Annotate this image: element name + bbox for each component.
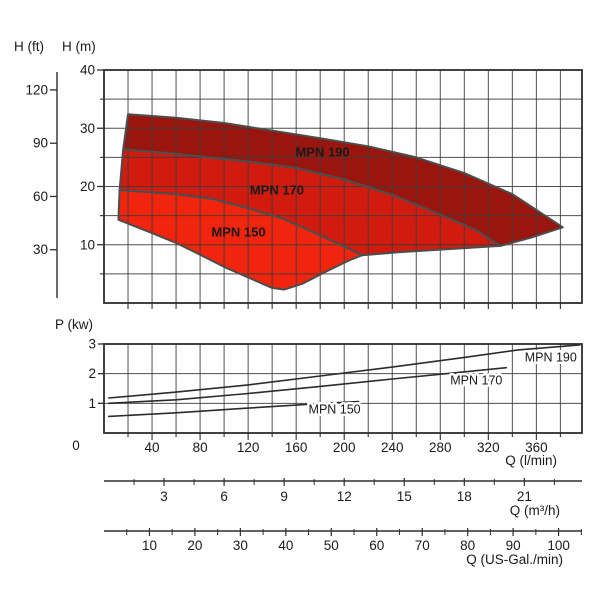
region-mpn-170 (119, 149, 501, 256)
head-chart-bottom-ticks (127, 303, 561, 309)
region-label-mpn-150: MPN 150 (211, 224, 265, 239)
head-chart-region-labels: MPN 190 MPN 170 MPN 150 (211, 145, 349, 240)
power-series: MPN 190 MPN 170 MPN 150 (108, 344, 581, 419)
flow-scale-tick-label: 20 (187, 538, 202, 553)
flow-lmin-tick-label: 160 (285, 440, 308, 455)
flow-scale-m3h: 3 6 9 12 15 18 21 (104, 478, 582, 504)
flow-scale-tick-label: 30 (233, 538, 248, 553)
head-m-tick-label: 20 (80, 179, 95, 194)
flow-lmin-tick-label: 40 (145, 440, 160, 455)
flow-scale-tick-label: 21 (517, 489, 532, 504)
head-m-tick-label: 40 (80, 63, 95, 78)
head-m-axis-title: H (m) (62, 39, 96, 54)
head-chart-region-outlines (117, 113, 564, 291)
flow-lmin-tick-label: 320 (477, 440, 500, 455)
power-axis-title: P (kw) (55, 317, 94, 332)
head-ft-tick-label: 90 (33, 136, 48, 151)
flow-scale-tick-label: 40 (278, 538, 293, 553)
flow-scale-tick-label: 9 (280, 489, 288, 504)
head-ft-tick-label: 120 (25, 82, 48, 97)
region-mpn-190 (123, 114, 563, 246)
flow-lmin-tick-label: 240 (381, 440, 404, 455)
head-chart-regions (118, 114, 563, 290)
flow-lmin-tick-label: 80 (193, 440, 208, 455)
power-tick-label: 2 (88, 366, 96, 381)
power-y-axis: 1 2 3 (88, 337, 104, 411)
flow-lmin-tick-label: 0 (72, 438, 80, 453)
head-ft-axis: 30 60 90 120 (25, 72, 58, 298)
head-m-tick-label: 10 (80, 237, 95, 252)
power-chart-grid (104, 344, 582, 433)
flow-scale-usgal: 10 20 30 40 50 60 70 80 90 100 (104, 528, 582, 553)
flow-scale-tick-label: 100 (547, 538, 570, 553)
flow-scale-tick-label: 18 (457, 489, 472, 504)
flow-usgal-axis-title: Q (US-Gal./min) (466, 552, 563, 567)
power-curve-mpn-170 (108, 366, 508, 405)
flow-scale-tick-label: 70 (415, 538, 430, 553)
flow-scale-tick-label: 50 (324, 538, 339, 553)
flow-lmin-axis: 0 40 80 120 160 200 240 280 320 360 (72, 433, 561, 455)
flow-scale-tick-label: 6 (220, 489, 228, 504)
power-curve-mpn-190 (108, 344, 581, 399)
flow-lmin-tick-label: 360 (525, 440, 548, 455)
region-label-mpn-190: MPN 190 (295, 145, 349, 160)
flow-m3h-axis-title: Q (m³/h) (509, 503, 560, 518)
flow-scale-tick-label: 90 (506, 538, 521, 553)
flow-lmin-tick-label: 200 (333, 440, 356, 455)
power-curve-mpn-150 (108, 400, 360, 418)
region-mpn-150 (118, 190, 363, 290)
power-curve-label-mpn-150: MPN 150 (309, 402, 361, 416)
flow-scale-tick-label: 15 (397, 489, 412, 504)
flow-lmin-axis-title: Q (l/min) (505, 453, 557, 468)
head-ft-tick-label: 60 (33, 189, 48, 204)
head-chart-grid (104, 70, 582, 303)
flow-scale-tick-label: 3 (160, 489, 168, 504)
flow-lmin-tick-label: 280 (429, 440, 452, 455)
flow-scale-tick-label: 80 (460, 538, 475, 553)
region-outline-mpn-150 (117, 189, 364, 291)
flow-scale-tick-label: 10 (142, 538, 157, 553)
head-m-axis: 10 20 30 40 (80, 63, 104, 275)
head-ft-axis-title: H (ft) (14, 39, 44, 54)
power-tick-label: 3 (88, 337, 96, 352)
power-curve-label-mpn-170: MPN 170 (450, 373, 502, 387)
flow-lmin-tick-label: 120 (237, 440, 260, 455)
region-label-mpn-170: MPN 170 (250, 182, 304, 197)
power-chart-border (103, 343, 583, 434)
head-ft-tick-label: 30 (33, 242, 48, 257)
power-chart-frame (103, 343, 583, 434)
power-curve-label-mpn-190: MPN 190 (525, 351, 577, 365)
head-m-tick-label: 30 (80, 121, 95, 136)
flow-scale-tick-label: 60 (369, 538, 384, 553)
flow-scale-tick-label: 12 (337, 489, 352, 504)
power-tick-label: 1 (88, 396, 96, 411)
